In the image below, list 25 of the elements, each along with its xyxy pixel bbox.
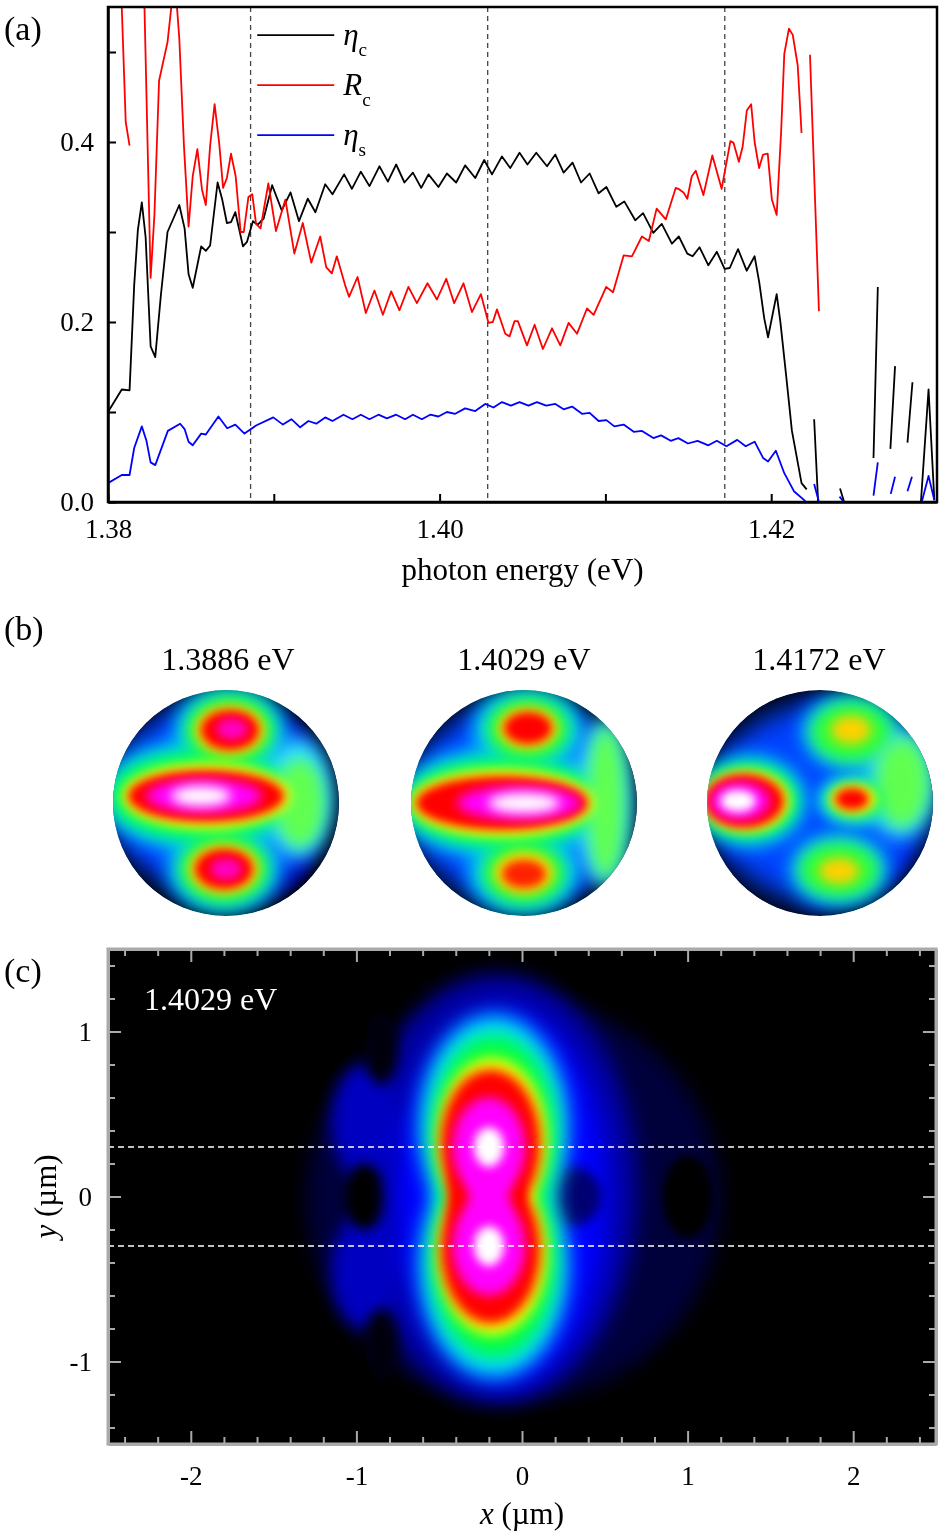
x-tick-label: -1: [345, 1461, 369, 1492]
chart-title: (c): [4, 952, 42, 990]
y-tick-label: 1: [78, 1016, 92, 1047]
legend-label: R$_{c}$: [342, 67, 371, 110]
x-tick-label: 1: [681, 1461, 695, 1492]
legend-label: η$_{s}$: [343, 117, 367, 160]
x-tick-label: 2: [846, 1461, 861, 1492]
x-tick-label: 1.40: [416, 514, 464, 545]
y-tick-label: 0.4: [60, 127, 95, 158]
legend-label: η$_{c}$: [343, 17, 368, 60]
y-axis-title: y (µm): [28, 1154, 63, 1242]
annotation: 1.4029 eV: [144, 981, 278, 1017]
x-axis-title: photon energy (eV): [401, 552, 644, 587]
x-tick-label: 0: [515, 1461, 530, 1492]
y-tick-label: 0.2: [60, 307, 94, 338]
y-tick-label: -1: [69, 1346, 92, 1377]
text: 1.4172 eV: [752, 641, 886, 677]
chart-title: (a): [4, 10, 42, 48]
text: 1.3886 eV: [161, 641, 295, 677]
text: (b): [4, 610, 44, 648]
text: 1.4029 eV: [457, 641, 591, 677]
x-tick-label: 1.42: [748, 514, 796, 545]
y-tick-label: 0: [78, 1181, 92, 1212]
x-tick-label: -2: [180, 1461, 203, 1492]
x-axis-title: x (µm): [478, 1496, 565, 1531]
